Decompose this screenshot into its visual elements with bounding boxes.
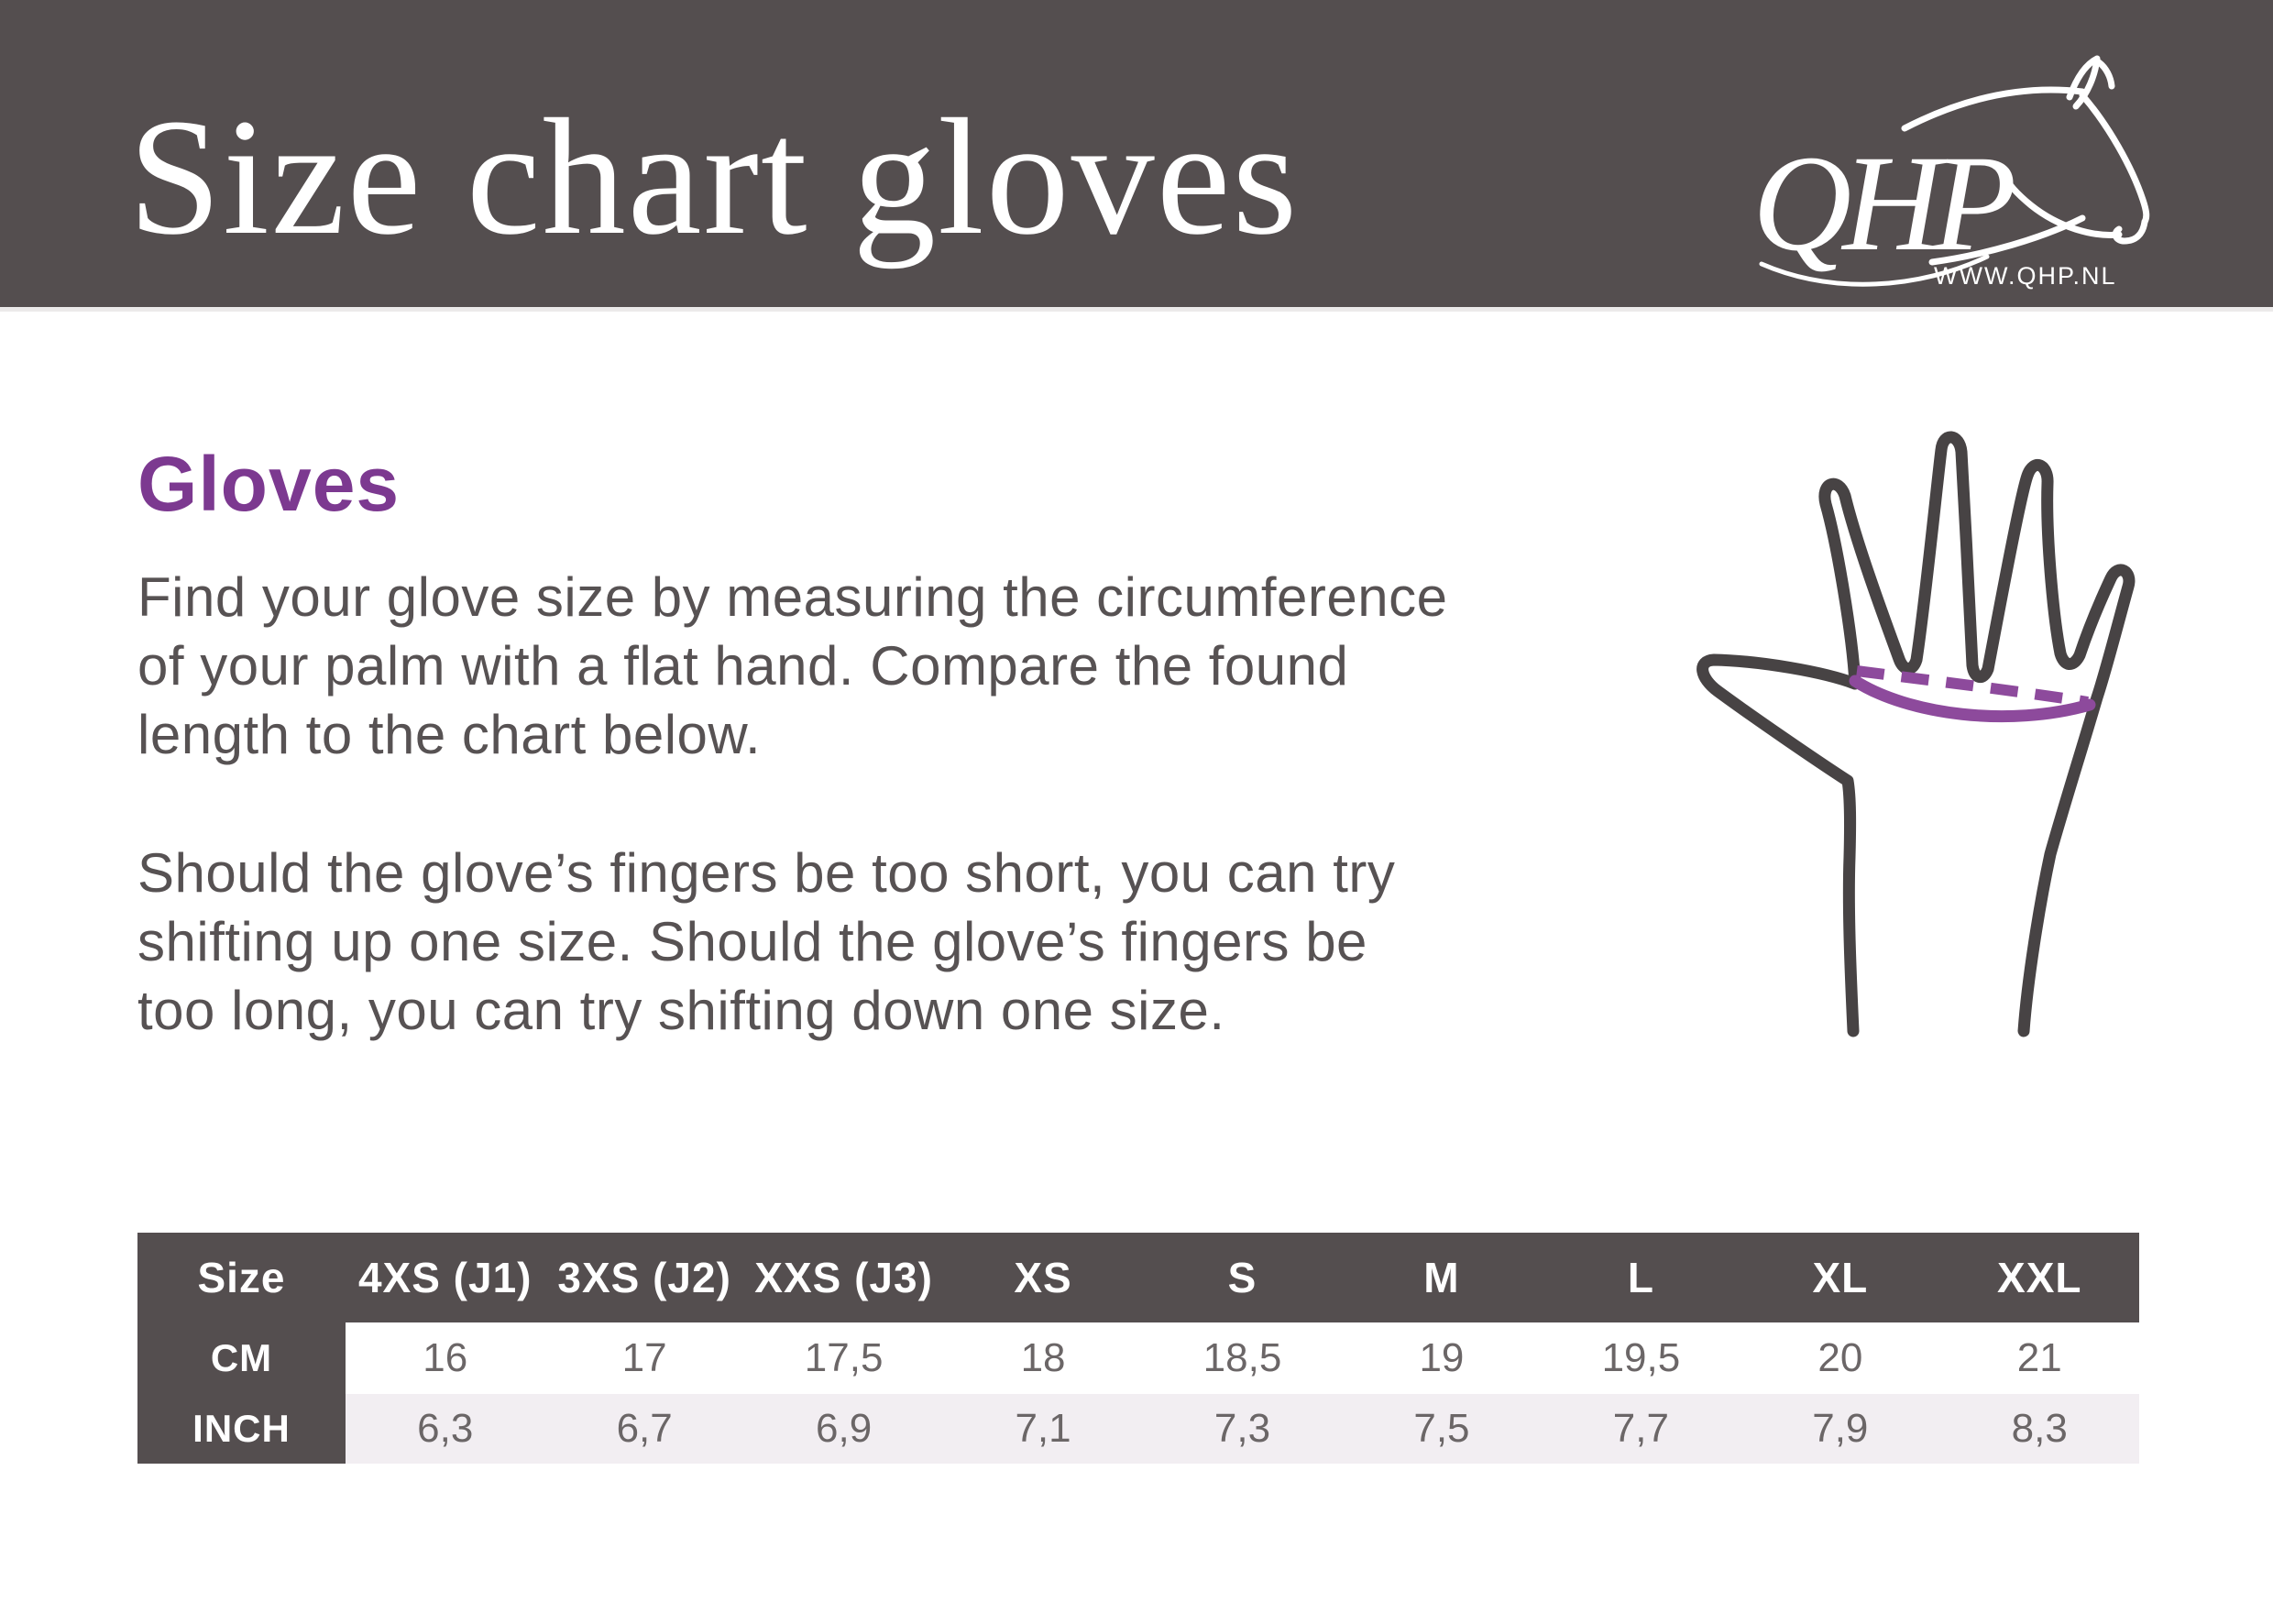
measure-band-solid [1849, 675, 2096, 723]
inch-value-cell: 7,5 [1342, 1394, 1542, 1464]
cm-value-cell: 17 [621, 1335, 667, 1380]
hand-measurement-icon [1697, 431, 2136, 1037]
horse-head-icon [1901, 55, 2150, 266]
cm-value-cell: 19,5 [1601, 1335, 1681, 1380]
inch-value-cell: 7,3 [1142, 1394, 1343, 1464]
inch-value-cell: 8,3 [1939, 1394, 2139, 1464]
cm-value-cell: 18 [1020, 1335, 1066, 1380]
inch-value-cell: 6,3 [346, 1394, 545, 1464]
tip-paragraph: Should the glove’s fingers be too short,… [137, 842, 1396, 1041]
unit-row-label-inch: INCH [137, 1394, 346, 1464]
size-column-header: S [1142, 1233, 1343, 1322]
inch-value-cell: 6,7 [544, 1394, 744, 1464]
section-title: Gloves [137, 441, 401, 527]
inch-value-cell: 7,1 [943, 1394, 1143, 1464]
page-title: Size chart gloves [128, 85, 1300, 269]
logo-swash [1759, 254, 1990, 287]
unit-row-label-cm: CM [137, 1322, 346, 1394]
header-band: Size chart gloves QHP WWW.QHP.NL [0, 0, 2273, 307]
cm-value-cell: 21 [2016, 1335, 2062, 1380]
size-column-header: XXS (J3) [743, 1233, 944, 1322]
logo-website: WWW.QHP.NL [1934, 262, 2117, 290]
size-column-header: XL [1740, 1233, 1940, 1322]
size-table: Size 4XS (J1) 3XS (J2) XXS (J3) XS S M L… [137, 1233, 2139, 1464]
inch-value-cell: 6,9 [743, 1394, 944, 1464]
size-corner-label: Size [137, 1233, 346, 1322]
cm-value-cell: 19 [1419, 1335, 1465, 1380]
size-column-header: 4XS (J1) [346, 1233, 545, 1322]
size-column-header: XS [943, 1233, 1143, 1322]
cm-value-cell: 18,5 [1202, 1335, 1282, 1380]
size-column-header: 3XS (J2) [544, 1233, 744, 1322]
size-column-header: XXL [1939, 1233, 2139, 1322]
inch-value-cell: 7,7 [1541, 1394, 1741, 1464]
qhp-logo: QHP WWW.QHP.NL [1752, 55, 2150, 290]
size-column-header: M [1342, 1233, 1542, 1322]
inch-value-cell: 7,9 [1740, 1394, 1940, 1464]
cm-value-cell: 20 [1817, 1335, 1863, 1380]
header-divider [0, 307, 2273, 312]
size-column-header: L [1541, 1233, 1741, 1322]
intro-paragraph: Find your glove size by measuring the ci… [137, 566, 1448, 765]
hand-outline [1697, 431, 2136, 1037]
cm-value-cell: 16 [423, 1335, 468, 1380]
cm-value-cell: 17,5 [804, 1335, 884, 1380]
